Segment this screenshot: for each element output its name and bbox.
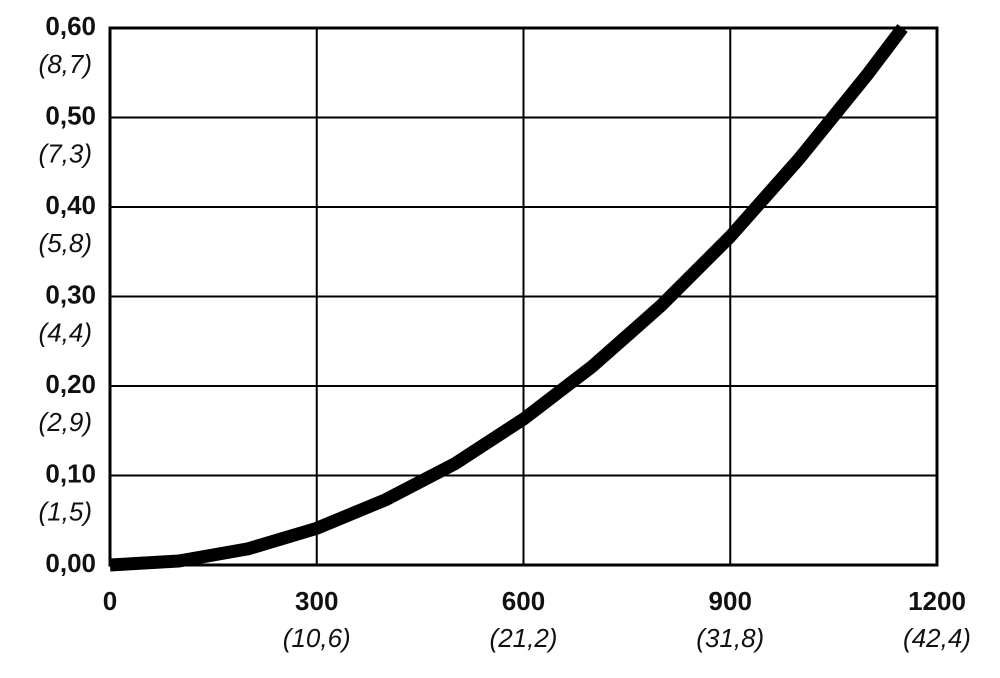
- x-secondary-tick-label: (10,6): [283, 623, 351, 653]
- y-secondary-tick-label: (8,7): [39, 49, 92, 79]
- y-tick-label: 0,00: [45, 548, 96, 578]
- x-tick-label: 0: [103, 586, 117, 616]
- x-tick-label: 900: [709, 586, 752, 616]
- y-tick-label: 0,50: [45, 100, 96, 130]
- x-tick-label: 600: [502, 586, 545, 616]
- x-tick-label: 1200: [908, 586, 966, 616]
- x-tick-label: 300: [295, 586, 338, 616]
- y-secondary-tick-label: (5,8): [39, 228, 92, 258]
- y-tick-label: 0,30: [45, 279, 96, 309]
- y-secondary-tick-label: (7,3): [39, 138, 92, 168]
- plot-frame: [108, 26, 939, 567]
- y-secondary-tick-label: (2,9): [39, 407, 92, 437]
- y-secondary-tick-label: (1,5): [39, 496, 92, 526]
- y-tick-label: 0,10: [45, 458, 96, 488]
- x-secondary-tick-label: (21,2): [490, 623, 558, 653]
- x-secondary-tick-label: (31,8): [696, 623, 764, 653]
- y-secondary-tick-label: (4,4): [39, 317, 92, 347]
- y-tick-label: 0,60: [45, 11, 96, 41]
- y-tick-label: 0,40: [45, 190, 96, 220]
- x-secondary-tick-label: (42,4): [903, 623, 971, 653]
- data-line: [109, 24, 908, 572]
- y-tick-label: 0,20: [45, 369, 96, 399]
